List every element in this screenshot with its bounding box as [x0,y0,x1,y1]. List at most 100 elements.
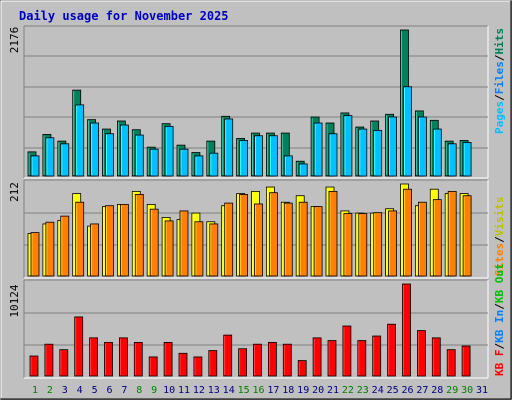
day-label: 11 [178,385,190,396]
day-label: 24 [372,385,384,396]
bar-files-day-27 [417,116,427,177]
day-label: 6 [106,385,112,396]
bar-sites-day-7 [120,203,129,277]
bar-kbf-day-9 [148,356,158,377]
bar-files-day-28 [432,128,442,177]
bar-sites-day-29 [447,190,457,277]
bar-sites-day-6 [105,205,114,277]
bar-files-day-6 [105,133,114,177]
bar-sites-day-15 [239,194,249,277]
legend-sites: Sites [493,243,506,276]
bar-sites-day-17 [268,192,278,277]
bar-sites-day-13 [209,223,219,277]
bar-kbf-day-23 [357,340,367,377]
bar-kbf-day-14 [223,334,233,377]
legend-sep: / [493,54,506,61]
bar-sites-day-4 [75,201,85,277]
hits-axis-max: 2176 [8,27,21,54]
bar-kbf-day-17 [267,341,277,377]
bar-kbf-day-25 [387,323,397,377]
bar-sites-day-11 [179,210,189,277]
bar-sites-day-1 [30,232,40,277]
bar-sites-day-26 [403,188,412,277]
bar-kbf-day-30 [461,345,471,377]
bar-sites-day-30 [462,195,472,277]
day-label: 15 [238,385,250,396]
bar-sites-day-21 [328,190,338,277]
bar-kbf-day-26 [402,283,411,377]
bar-files-day-9 [149,148,159,177]
bar-sites-day-24 [373,212,383,277]
visits-axis-max: 212 [8,182,21,202]
x-axis-day-labels: 1 2 3 4 5 6 7 8 9 10 11 12 13 14 15 16 17 18 19 20 21 22 23 24 2… [32,385,488,396]
day-label: 25 [387,385,399,396]
day-label: 8 [136,385,142,396]
legend-kbf: KB F [493,350,506,377]
bar-files-day-2 [45,137,55,177]
legend-visits: Visits [493,197,506,237]
bar-files-day-26 [403,86,412,177]
day-label: 13 [208,385,220,396]
bar-kbf-day-29 [446,349,456,377]
legend-kbytes: KB F/KB In/KB Out [493,263,506,376]
bar-sites-day-5 [90,223,99,277]
legend-sep: / [493,343,506,350]
bar-kbf-day-16 [253,343,262,377]
legend-sep: / [493,303,506,310]
panel-hits-files [23,25,489,179]
bar-kbf-day-4 [74,316,84,377]
day-label: 27 [416,385,428,396]
bar-sites-day-18 [283,202,293,277]
day-label: 31 [476,385,488,396]
bar-kbf-day-2 [44,343,54,377]
bar-kbf-day-27 [416,330,426,377]
day-label: 7 [121,385,127,396]
day-label: 20 [312,385,324,396]
bar-sites-day-16 [254,203,263,277]
legend-pages: Pages [493,101,506,134]
day-label: 14 [223,385,235,396]
bar-files-day-5 [90,122,99,177]
bar-kbf-day-21 [327,340,337,377]
bar-sites-day-20 [313,206,323,277]
bar-kbf-day-8 [133,341,143,377]
bar-kbf-day-10 [163,341,173,377]
bar-kbf-day-13 [208,350,218,377]
bar-files-day-21 [328,133,338,177]
bar-files-day-14 [224,118,234,177]
day-label: 29 [446,385,458,396]
legend-sep: / [493,94,506,101]
bar-files-day-23 [358,128,368,177]
bar-sites-day-9 [149,208,159,277]
bar-files-day-19 [298,163,308,177]
day-label: 10 [163,385,175,396]
svg-text:Sites/Visits: Sites/Visits [493,197,506,277]
legend-kbout: KB Out [493,263,506,303]
bar-sites-day-2 [45,221,55,277]
panel-visits-sites [23,179,489,279]
bar-sites-day-28 [432,199,442,277]
bar-files-day-15 [239,140,249,177]
bar-sites-day-25 [388,210,398,277]
bar-sites-day-23 [358,213,368,277]
svg-text:Pages/Files/Hits: Pages/Files/Hits [493,28,506,134]
bar-files-day-29 [447,143,457,177]
bar-kbf-day-3 [59,349,69,377]
bar-kbf-day-22 [342,325,352,377]
day-label: 5 [92,385,98,396]
bar-files-day-7 [120,124,129,177]
bar-files-day-17 [268,135,278,177]
bar-kbf-day-5 [89,337,98,377]
bar-kbf-day-6 [104,341,113,377]
legend-kbin: KB In [493,310,506,343]
bar-sites-day-22 [343,213,353,277]
bar-files-day-4 [75,104,85,177]
day-label: 12 [193,385,205,396]
day-label: 4 [77,385,83,396]
day-label: 28 [431,385,443,396]
bar-files-day-24 [373,129,383,177]
legend-sep: / [493,236,506,243]
svg-text:KB F/KB In/KB Out: KB F/KB In/KB Out [493,263,506,376]
bar-files-day-22 [343,115,353,177]
bar-files-day-16 [254,135,263,177]
